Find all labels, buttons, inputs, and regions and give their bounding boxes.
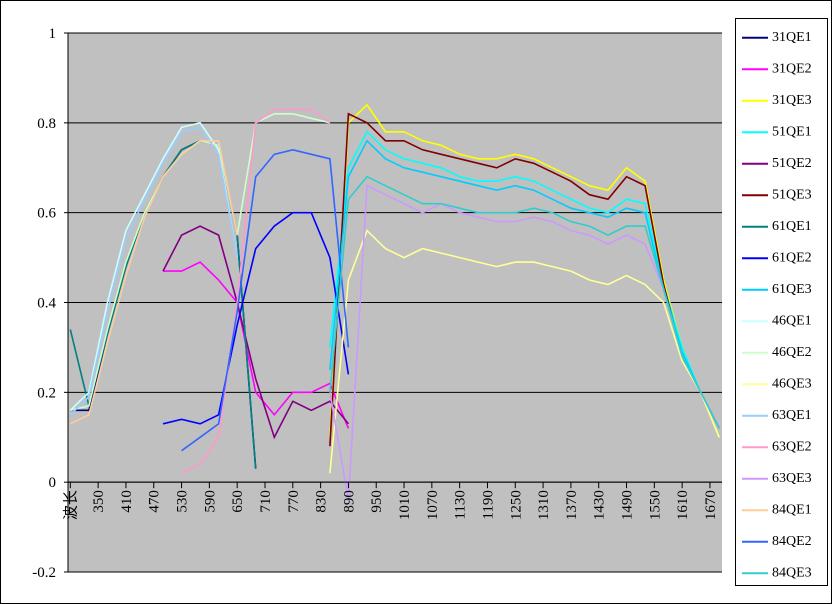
- x-tick-label: 1490: [620, 490, 636, 520]
- x-tick-label: 1070: [425, 490, 441, 520]
- legend-label: 84QE2: [772, 534, 812, 549]
- series-line: [69, 140, 238, 425]
- x-tick-label: 770: [286, 490, 302, 512]
- x-tick-label: 650: [230, 490, 246, 512]
- x-tick-label: 1610: [675, 490, 691, 520]
- series-line: [163, 261, 350, 429]
- x-tick-label: 470: [147, 490, 163, 512]
- y-tick-label: 0: [49, 475, 57, 491]
- series-line: [69, 121, 238, 411]
- y-tick-label: 0.4: [37, 296, 56, 312]
- legend: 31QE1 31QE2 31QE3 51QE1 51QE2 51QE3 61QE1 61QE2…: [742, 30, 812, 580]
- legend-label: 46QE1: [772, 313, 812, 328]
- legend-label: 51QE2: [772, 156, 812, 171]
- x-tick-label: 1430: [592, 490, 608, 520]
- axes: 1 0.8 0.6 0.4 0.2 0 -0.2 波长 350 410 470 530 590 650 71…: [32, 26, 722, 581]
- x-tick-label: 1550: [647, 490, 663, 520]
- lines: [69, 103, 720, 501]
- legend-label: 61QE3: [772, 282, 812, 297]
- legend-label: 51QE3: [772, 187, 812, 202]
- legend-label: 63QE1: [772, 408, 812, 423]
- legend-label: 63QE2: [772, 439, 812, 454]
- x-tick-label: 710: [258, 490, 274, 512]
- legend-label: 63QE3: [772, 471, 812, 486]
- y-tick-label: 0.6: [37, 206, 56, 222]
- series-line: [329, 184, 720, 501]
- x-tick-label: 350: [91, 490, 107, 512]
- series-line: [181, 148, 350, 452]
- legend-box: [735, 18, 828, 586]
- series-line: [329, 229, 720, 474]
- y-tick-label: 1: [49, 26, 57, 42]
- series-line: [329, 175, 720, 429]
- y-tick-label: 0.8: [37, 116, 56, 132]
- series-line: [329, 112, 720, 447]
- legend-label: 31QE2: [772, 61, 812, 76]
- x-tick-label: 1370: [564, 490, 580, 520]
- x-tick-label: 波长: [62, 490, 79, 520]
- series-line: [181, 108, 331, 474]
- x-tick-label: 1310: [536, 490, 552, 520]
- x-tick-label: 1670: [703, 490, 719, 520]
- x-tick-label: 1130: [453, 490, 469, 519]
- legend-label: 84QE3: [772, 565, 812, 580]
- y-tick-label: -0.2: [32, 565, 56, 581]
- x-tick-label: 1010: [397, 490, 413, 520]
- series-line: [329, 103, 720, 438]
- series-line: [162, 211, 350, 425]
- legend-label: 61QE2: [772, 250, 812, 265]
- legend-label: 84QE1: [772, 502, 812, 517]
- y-tick-label: 0.2: [37, 385, 56, 401]
- x-tick-label: 830: [314, 490, 330, 512]
- legend-label: 61QE1: [772, 219, 812, 234]
- legend-label: 51QE1: [772, 124, 812, 139]
- x-tick-label: 1190: [480, 490, 496, 519]
- series-line: [329, 130, 720, 429]
- x-tick-label: 590: [202, 490, 218, 512]
- series-line: [329, 139, 720, 429]
- x-tick-label: 890: [341, 490, 357, 512]
- series-line: [162, 225, 350, 440]
- legend-label: 46QE2: [772, 345, 812, 360]
- x-tick-label: 410: [119, 490, 135, 512]
- legend-label: 46QE3: [772, 376, 812, 391]
- x-tick-label: 950: [369, 490, 385, 512]
- legend-label: 31QE3: [772, 93, 812, 108]
- legend-label: 31QE1: [772, 30, 812, 45]
- x-tick-label: 530: [175, 490, 191, 512]
- x-tick-label: 1250: [508, 490, 524, 520]
